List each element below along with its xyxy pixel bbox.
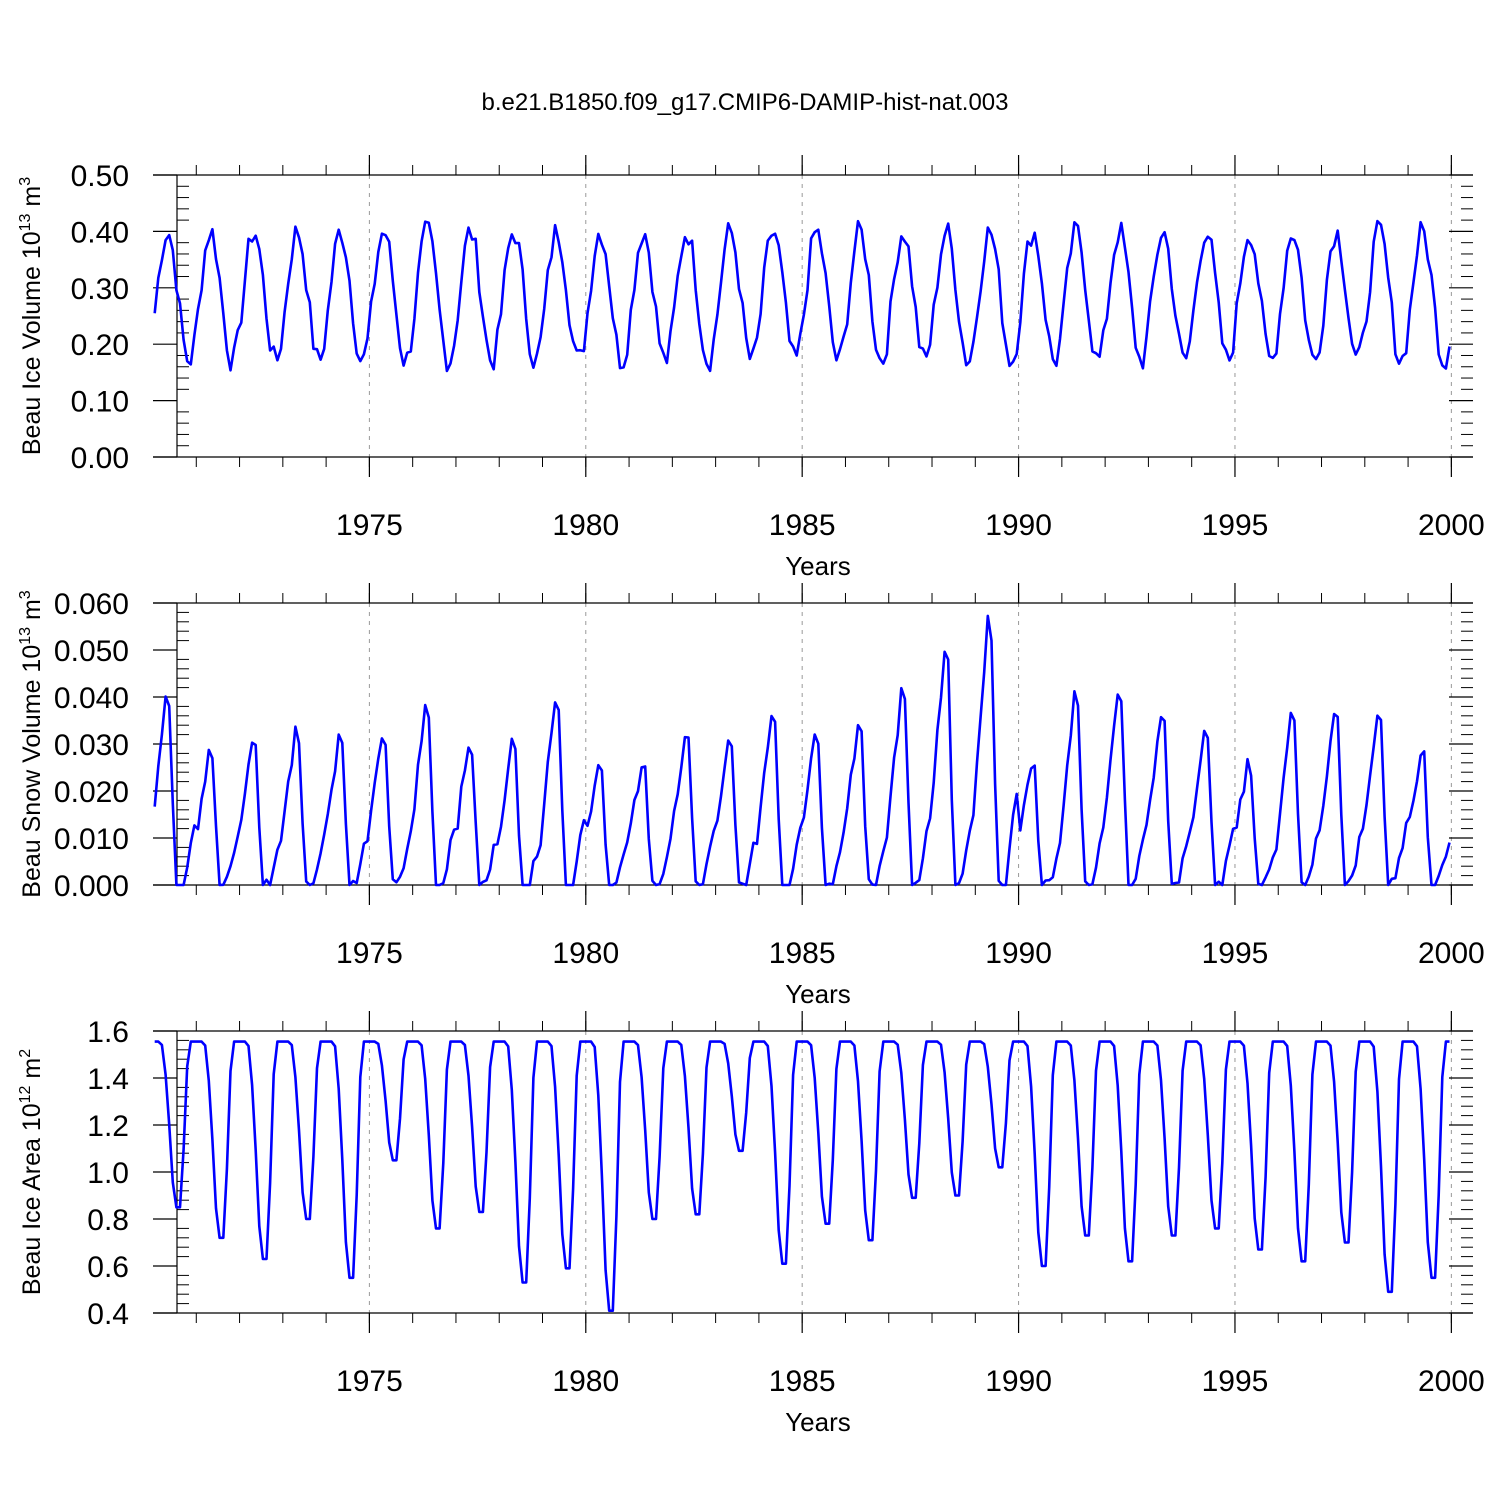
y-axis-label: Beau Ice Area 1012 m2 bbox=[17, 1049, 46, 1295]
y-tick-label: 0.20 bbox=[71, 329, 129, 362]
y-axis-label: Beau Ice Volume 1013 m3 bbox=[17, 177, 46, 455]
series-line bbox=[154, 1040, 1450, 1312]
y-tick-label: 0.4 bbox=[87, 1298, 129, 1331]
x-tick-label: 1980 bbox=[552, 1365, 619, 1398]
y-tick-label: 0.030 bbox=[54, 729, 129, 762]
x-axis-label: Years bbox=[785, 1407, 851, 1437]
y-tick-label: 0.040 bbox=[54, 682, 129, 715]
y-tick-label: 0.010 bbox=[54, 823, 129, 856]
y-tick-label: 1.0 bbox=[87, 1157, 129, 1190]
y-tick-label: 0.000 bbox=[54, 870, 129, 903]
x-tick-label: 2000 bbox=[1418, 509, 1485, 542]
panel-1: 1975 1980 1985 1990 1995 2000 0.00 0.10 0.20 0.30… bbox=[17, 155, 1485, 581]
chart-title: b.e21.B1850.f09_g17.CMIP6-DAMIP-hist-nat… bbox=[482, 89, 1009, 116]
y-tick-label: 0.40 bbox=[71, 216, 129, 249]
x-axis-label: Years bbox=[785, 551, 851, 581]
y-tick-label: 0.50 bbox=[71, 160, 129, 193]
x-tick-label: 1975 bbox=[336, 509, 403, 542]
x-tick-label: 2000 bbox=[1418, 937, 1485, 970]
panel-3: 1975 1980 1985 1990 1995 2000 0.4 0.6 0.8 1.0 1.2 1… bbox=[17, 1011, 1485, 1437]
x-tick-label: 1980 bbox=[552, 509, 619, 542]
x-tick-label: 1985 bbox=[769, 937, 836, 970]
y-axis-label: Beau Snow Volume 1013 m3 bbox=[17, 590, 46, 898]
x-tick-label: 1985 bbox=[769, 1365, 836, 1398]
x-tick-label: 2000 bbox=[1418, 1365, 1485, 1398]
x-tick-label: 1995 bbox=[1202, 1365, 1269, 1398]
x-tick-label: 1980 bbox=[552, 937, 619, 970]
y-tick-label: 0.020 bbox=[54, 776, 129, 809]
y-tick-label: 0.060 bbox=[54, 588, 129, 621]
x-tick-label: 1985 bbox=[769, 509, 836, 542]
panel-2: 1975 1980 1985 1990 1995 2000 0.000 0.010 0.020 0… bbox=[17, 583, 1485, 1009]
x-tick-label: 1975 bbox=[336, 1365, 403, 1398]
y-tick-label: 1.4 bbox=[87, 1063, 129, 1096]
x-tick-label: 1995 bbox=[1202, 937, 1269, 970]
y-tick-label: 0.30 bbox=[71, 273, 129, 306]
y-tick-label: 1.2 bbox=[87, 1110, 129, 1143]
series-line bbox=[153, 219, 1451, 373]
y-tick-label: 0.050 bbox=[54, 635, 129, 668]
y-tick-label: 0.6 bbox=[87, 1251, 129, 1284]
x-tick-label: 1990 bbox=[985, 937, 1052, 970]
x-tick-label: 1975 bbox=[336, 937, 403, 970]
x-tick-label: 1995 bbox=[1202, 509, 1269, 542]
y-tick-label: 0.00 bbox=[71, 442, 129, 475]
x-tick-label: 1990 bbox=[985, 509, 1052, 542]
x-tick-label: 1990 bbox=[985, 1365, 1052, 1398]
y-tick-label: 1.6 bbox=[87, 1016, 129, 1049]
x-axis-label: Years bbox=[785, 979, 851, 1009]
y-tick-label: 0.10 bbox=[71, 386, 129, 419]
y-tick-label: 0.8 bbox=[87, 1204, 129, 1237]
series-line bbox=[153, 614, 1451, 887]
